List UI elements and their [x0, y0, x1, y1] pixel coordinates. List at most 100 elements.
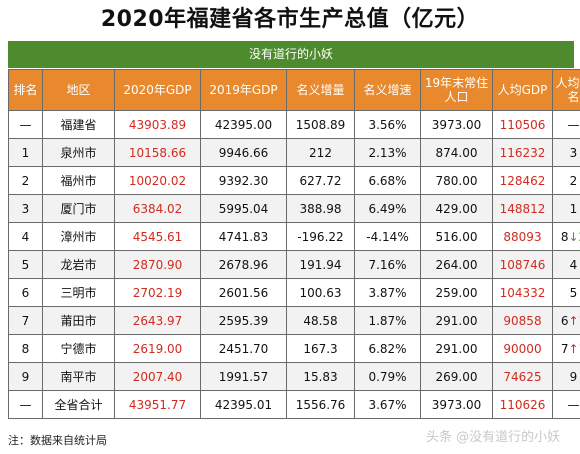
cell-nominal-increase-value: -196.22: [297, 229, 344, 244]
cell-per-capita-gdp-value: 74625: [503, 369, 542, 384]
cell-per-capita-rank-value: 6: [560, 313, 569, 328]
cell-per-capita-rank-value: 9: [569, 369, 578, 384]
cell-gdp-2020: 43903.89: [114, 110, 201, 139]
cell-nominal-growth: -4.14%: [354, 222, 421, 251]
cell-nominal-growth-value: 6.68%: [368, 173, 407, 188]
cell-rank-value: 5: [21, 257, 30, 272]
header-nominal-growth: 名义增速: [354, 69, 421, 111]
cell-nominal-growth-value: 6.82%: [368, 341, 407, 356]
cell-nominal-increase-value: 627.72: [299, 173, 342, 188]
cell-rank-value: 3: [21, 201, 30, 216]
cell-per-capita-gdp: 116232: [492, 138, 553, 167]
cell-gdp-2019: 9946.66: [200, 138, 287, 167]
cell-per-capita-gdp: 90858: [492, 306, 553, 335]
footnote: 注：数据来自统计局: [8, 434, 107, 447]
cell-nominal-growth: 6.68%: [354, 166, 421, 195]
table-row: 3 厦门市 6384.02 5995.04 388.98 6.49% 429.00 14881…: [8, 194, 580, 223]
cell-per-capita-rank: 4: [552, 250, 580, 279]
cell-nominal-increase: 191.94: [286, 250, 355, 279]
cell-nominal-increase: -196.22: [286, 222, 355, 251]
cell-gdp-2020-value: 10020.02: [128, 173, 187, 188]
cell-gdp-2019: 4741.83: [200, 222, 287, 251]
header-per-capita-gdp: 人均GDP: [492, 69, 553, 111]
cell-gdp-2019-value: 9946.66: [218, 145, 269, 160]
cell-nominal-growth-value: 3.87%: [368, 285, 407, 300]
table-row: — 全省合计 43951.77 42395.01 1556.76 3.67% 3973.00…: [8, 390, 580, 419]
cell-population-value: 3973.00: [431, 397, 482, 412]
cell-rank: 1: [8, 138, 43, 167]
cell-region: 南平市: [42, 362, 115, 391]
cell-per-capita-rank-value: —: [567, 117, 580, 132]
cell-rank: 4: [8, 222, 43, 251]
cell-nominal-growth: 6.49%: [354, 194, 421, 223]
cell-nominal-increase-value: 48.58: [303, 313, 338, 328]
cell-region: 漳州市: [42, 222, 115, 251]
cell-per-capita-gdp-value: 90858: [503, 313, 542, 328]
cell-population: 259.00: [420, 278, 493, 307]
cell-gdp-2020: 2702.19: [114, 278, 201, 307]
cell-region-value: 厦门市: [60, 202, 97, 216]
cell-nominal-increase-value: 212: [309, 145, 332, 160]
cell-nominal-increase: 627.72: [286, 166, 355, 195]
cell-per-capita-gdp: 128462: [492, 166, 553, 195]
cell-gdp-2019-value: 2451.70: [218, 341, 269, 356]
cell-per-capita-gdp: 110506: [492, 110, 553, 139]
cell-gdp-2019-value: 42395.01: [214, 397, 273, 412]
cell-nominal-increase-value: 388.98: [299, 201, 342, 216]
cell-per-capita-rank: 9: [552, 362, 580, 391]
cell-population-value: 264.00: [435, 257, 478, 272]
cell-region: 莆田市: [42, 306, 115, 335]
cell-nominal-growth: 0.79%: [354, 362, 421, 391]
cell-per-capita-rank: 7↑1: [552, 334, 580, 363]
cell-rank-value: 7: [21, 313, 30, 328]
cell-region: 泉州市: [42, 138, 115, 167]
cell-region-value: 漳州市: [60, 230, 97, 244]
rank-down-indicator: ↓2: [568, 229, 580, 244]
cell-rank-value: 6: [21, 285, 30, 300]
table-row: 5 龙岩市 2870.90 2678.96 191.94 7.16% 264.00 10874…: [8, 250, 580, 279]
cell-gdp-2019-value: 2678.96: [218, 257, 269, 272]
cell-per-capita-rank: 5: [552, 278, 580, 307]
cell-gdp-2020: 2870.90: [114, 250, 201, 279]
cell-per-capita-gdp: 90000: [492, 334, 553, 363]
cell-rank: 3: [8, 194, 43, 223]
cell-population-value: 291.00: [435, 341, 478, 356]
cell-per-capita-rank-value: 4: [569, 257, 578, 272]
cell-population-value: 291.00: [435, 313, 478, 328]
header-region: 地区: [42, 69, 115, 111]
header-gdp-2020: 2020年GDP: [114, 69, 201, 111]
cell-gdp-2020: 2007.40: [114, 362, 201, 391]
cell-per-capita-gdp-value: 116232: [499, 145, 546, 160]
gdp-table: 排名 地区 2020年GDP 2019年GDP 名义增量 名义增速 19年末常住…: [8, 69, 580, 419]
header-population: 19年末常住人口: [420, 69, 493, 111]
cell-per-capita-gdp: 110626: [492, 390, 553, 419]
cell-per-capita-rank-value: 7: [560, 341, 569, 356]
cell-rank: 7: [8, 306, 43, 335]
cell-population-value: 259.00: [435, 285, 478, 300]
table-title: 2020年福建省各市生产总值（亿元）: [100, 7, 480, 32]
cell-nominal-increase: 1508.89: [286, 110, 355, 139]
header-nominal-increase: 名义增量: [286, 69, 355, 111]
cell-region-value: 莆田市: [60, 314, 97, 328]
cell-rank-value: 4: [21, 229, 30, 244]
cell-gdp-2019: 9392.30: [200, 166, 287, 195]
cell-gdp-2020-value: 2619.00: [132, 341, 183, 356]
cell-gdp-2020: 2619.00: [114, 334, 201, 363]
table-row: 9 南平市 2007.40 1991.57 15.83 0.79% 269.00 74625 9: [8, 362, 580, 391]
cell-region: 三明市: [42, 278, 115, 307]
cell-population-value: 874.00: [435, 145, 478, 160]
cell-per-capita-rank: 1: [552, 194, 580, 223]
cell-rank-value: —: [19, 117, 32, 132]
cell-per-capita-rank-value: 3: [569, 145, 578, 160]
cell-per-capita-gdp: 108746: [492, 250, 553, 279]
cell-nominal-growth: 7.16%: [354, 250, 421, 279]
cell-region-value: 福建省: [60, 118, 97, 132]
cell-gdp-2020-value: 2702.19: [132, 285, 183, 300]
cell-per-capita-gdp: 148812: [492, 194, 553, 223]
cell-population-value: 780.00: [435, 173, 478, 188]
cell-population: 291.00: [420, 306, 493, 335]
cell-population-value: 429.00: [435, 201, 478, 216]
table-row: 1 泉州市 10158.66 9946.66 212 2.13% 874.00 116232 3: [8, 138, 580, 167]
cell-population-value: 3973.00: [431, 117, 482, 132]
table-body: — 福建省 43903.89 42395.00 1508.89 3.56% 3973.00 1…: [8, 110, 580, 419]
